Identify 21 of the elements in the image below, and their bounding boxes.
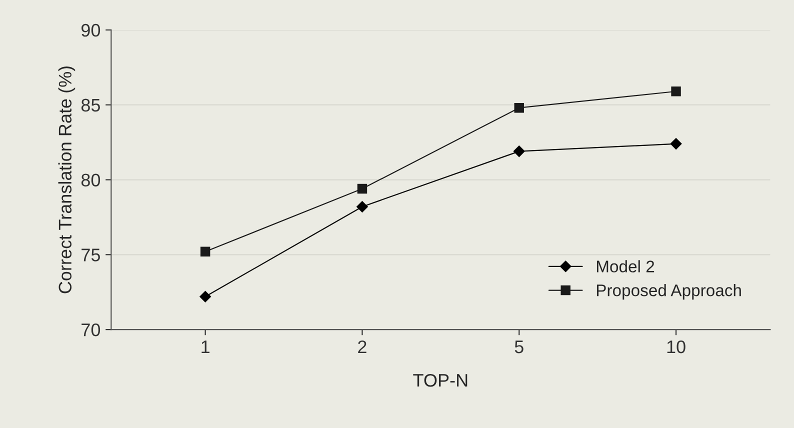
x-tick-label: 1 (202, 340, 210, 354)
x-tick-label: 5 (514, 340, 524, 354)
point (357, 184, 368, 194)
point (514, 102, 524, 113)
point (514, 146, 525, 157)
legend-label: Proposed Approach (596, 284, 741, 300)
point (671, 86, 681, 96)
point (200, 246, 210, 257)
x-axis-title: TOP-N (413, 374, 468, 387)
x-tick-label: 10 (667, 340, 686, 354)
y-tick-label: 90 (82, 24, 100, 37)
y-tick-label: 85 (81, 98, 100, 112)
point (356, 201, 368, 212)
y-tick-label: 75 (82, 248, 100, 262)
point (200, 291, 211, 302)
y-tick-label: 70 (82, 323, 100, 336)
y-axis-title: Correct Translation Rate (%) (58, 66, 76, 294)
point (670, 138, 682, 150)
y-tick-label: 80 (81, 174, 100, 186)
x-tick-label: 2 (358, 340, 366, 354)
legend-label: Model 2 (596, 260, 654, 272)
